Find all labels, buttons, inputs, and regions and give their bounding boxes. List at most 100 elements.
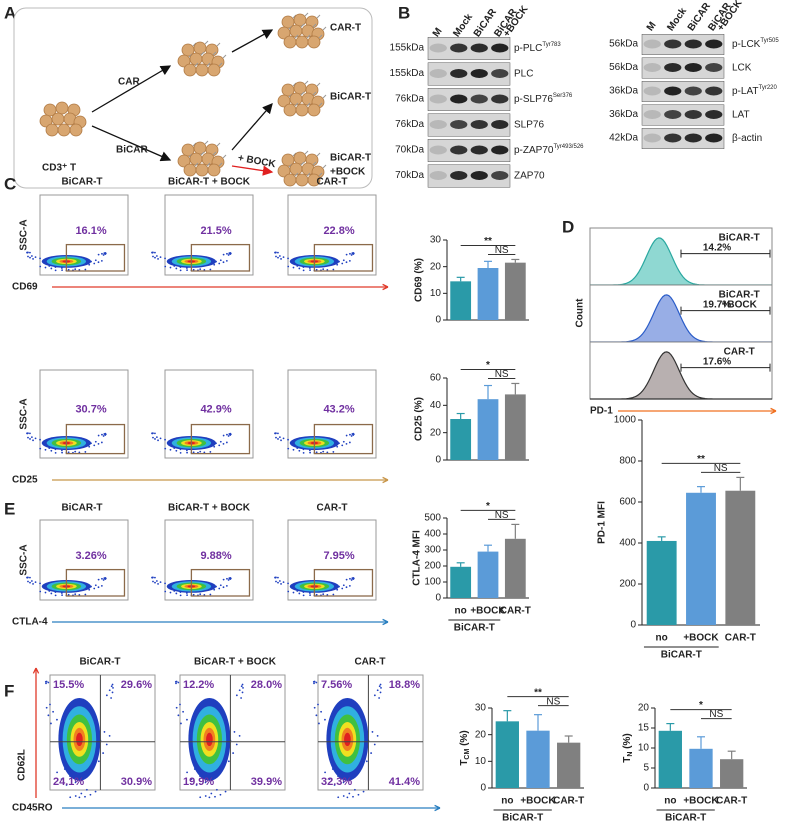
event xyxy=(277,438,279,440)
event xyxy=(326,451,329,454)
receptor xyxy=(294,172,299,177)
event xyxy=(179,703,181,706)
event xyxy=(152,576,154,579)
band xyxy=(470,69,488,78)
cell xyxy=(183,163,197,177)
event xyxy=(186,594,188,597)
event xyxy=(39,438,41,441)
receptor xyxy=(222,54,227,59)
event xyxy=(111,683,114,686)
event xyxy=(74,593,77,596)
event xyxy=(345,434,348,437)
event xyxy=(94,790,97,793)
kda-label: 155kDa xyxy=(390,68,425,79)
event xyxy=(54,451,57,454)
event xyxy=(349,577,351,580)
receptor xyxy=(206,62,211,67)
event xyxy=(65,784,68,786)
event xyxy=(345,443,348,445)
event xyxy=(226,252,228,255)
band xyxy=(664,39,682,49)
y-tick-label: 0 xyxy=(630,620,636,631)
event xyxy=(164,438,166,441)
y-tick-label: 400 xyxy=(424,529,441,540)
band xyxy=(429,43,447,53)
event xyxy=(348,584,351,587)
event xyxy=(322,593,325,596)
event xyxy=(44,448,47,451)
receptor xyxy=(312,161,317,166)
event xyxy=(204,795,207,797)
band xyxy=(470,43,488,53)
event xyxy=(219,793,222,796)
protein-label: p-LATTyr220 xyxy=(732,85,778,97)
event xyxy=(315,681,318,684)
event xyxy=(179,594,182,597)
cell xyxy=(69,123,83,137)
event xyxy=(277,256,279,259)
receptor xyxy=(306,102,311,107)
event xyxy=(233,731,236,733)
receptor xyxy=(304,150,309,155)
event xyxy=(89,793,92,796)
event xyxy=(94,584,97,587)
y-tick-label: 10 xyxy=(430,288,442,299)
x-tick-label: +BOCK xyxy=(683,796,719,807)
event xyxy=(241,683,244,686)
event xyxy=(218,262,221,265)
event xyxy=(213,445,216,448)
quadrant-percent: 39.9% xyxy=(251,776,282,788)
event xyxy=(154,432,156,435)
event xyxy=(74,268,77,271)
event xyxy=(287,590,290,593)
cell xyxy=(195,163,209,177)
arrow-head xyxy=(382,283,389,291)
event xyxy=(275,255,277,258)
ns-label: NS xyxy=(714,463,728,474)
band xyxy=(705,63,723,72)
event xyxy=(287,265,290,268)
event xyxy=(39,582,41,585)
y-tick-label: 0 xyxy=(480,783,486,794)
y-tick-label: 5 xyxy=(643,763,649,774)
protein-label: p-PLCTyr783 xyxy=(514,42,561,54)
event xyxy=(352,577,355,579)
event xyxy=(27,255,29,258)
cell xyxy=(307,173,321,187)
cell xyxy=(295,35,309,49)
event xyxy=(186,718,188,721)
event xyxy=(345,586,348,589)
gate-percent: 14.2% xyxy=(703,242,731,253)
cell xyxy=(55,101,69,115)
event xyxy=(238,734,241,737)
ns-label: NS xyxy=(709,709,723,720)
event xyxy=(110,697,113,699)
protein-name: LCK xyxy=(732,62,752,73)
group-label: BiCAR-T xyxy=(661,650,702,661)
bar xyxy=(689,748,713,788)
event xyxy=(104,432,107,435)
event xyxy=(348,792,351,795)
x-tick-label: no xyxy=(656,633,668,644)
panel-letter: A xyxy=(4,3,16,22)
arrow xyxy=(231,29,274,53)
cell xyxy=(293,81,307,95)
gate xyxy=(313,423,374,455)
group-title: CAR-T xyxy=(316,503,347,514)
receptor xyxy=(316,152,321,157)
event xyxy=(180,722,182,725)
event xyxy=(175,592,178,595)
event xyxy=(27,436,29,439)
protein-site: Tyr505 xyxy=(760,38,779,44)
receptor xyxy=(312,91,317,96)
group-label: BiCAR-T xyxy=(502,813,543,822)
bar xyxy=(477,399,499,460)
event xyxy=(380,686,382,689)
lane-label: Mock xyxy=(451,12,475,40)
event xyxy=(88,588,91,591)
event xyxy=(280,439,282,442)
arrow-head xyxy=(382,476,389,484)
event xyxy=(370,752,373,754)
event xyxy=(97,586,100,589)
event xyxy=(30,255,33,257)
